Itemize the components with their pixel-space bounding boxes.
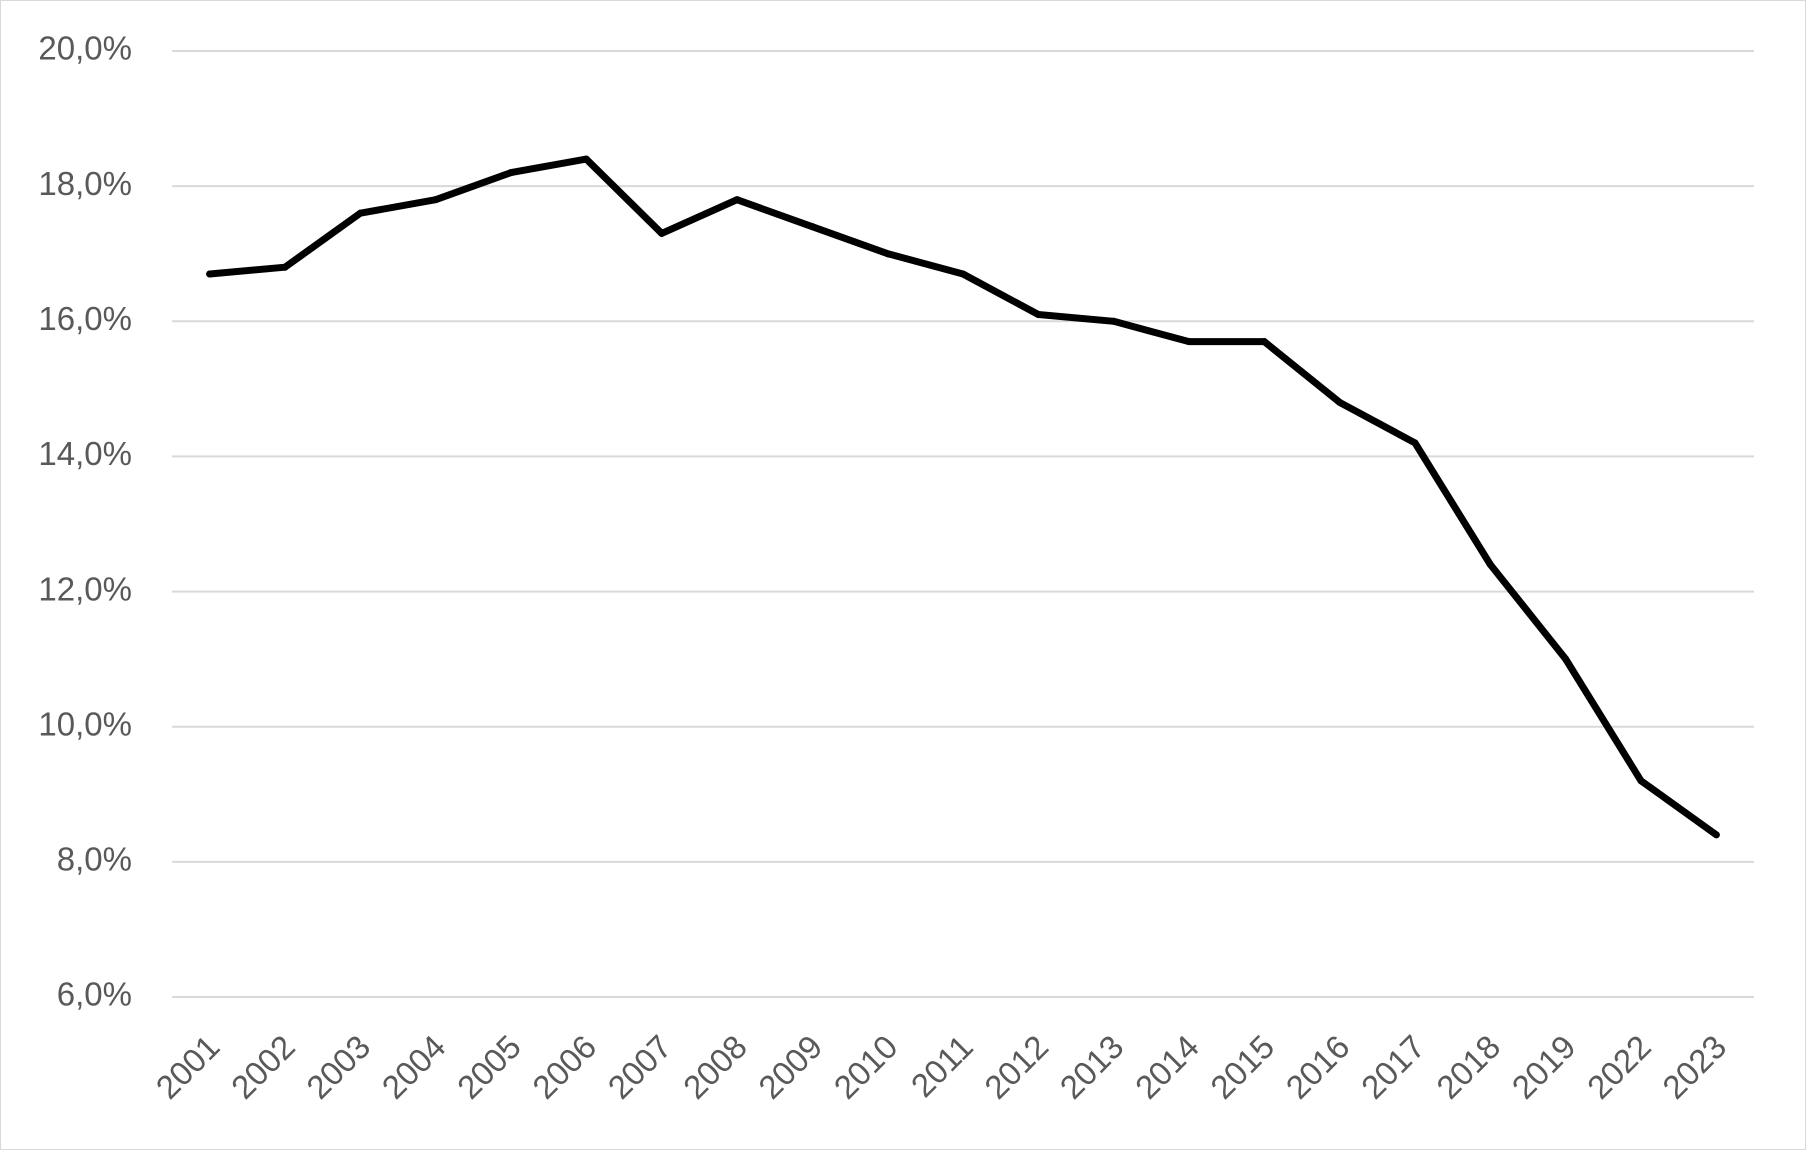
data-point: [959, 270, 967, 278]
x-tick-label: 2009: [751, 1028, 829, 1106]
y-tick-label: 10,0%: [38, 705, 132, 742]
data-point: [432, 196, 440, 204]
series-line: [206, 155, 1720, 839]
data-point: [1260, 338, 1268, 346]
x-tick-label: 2014: [1128, 1028, 1206, 1106]
data-point: [808, 223, 816, 231]
x-tick-label: 2013: [1053, 1028, 1131, 1106]
x-tick-label: 2008: [676, 1028, 754, 1106]
data-point: [1185, 338, 1193, 346]
y-tick-label: 20,0%: [38, 30, 132, 67]
x-tick-label: 2016: [1279, 1028, 1357, 1106]
y-tick-label: 16,0%: [38, 300, 132, 337]
data-point: [1486, 561, 1494, 569]
data-point: [206, 270, 214, 278]
x-tick-label: 2006: [525, 1028, 603, 1106]
x-tick-label: 2023: [1655, 1028, 1733, 1106]
data-point: [582, 155, 590, 163]
x-tick-label: 2001: [149, 1028, 227, 1106]
x-tick-label: 2019: [1505, 1028, 1583, 1106]
data-point: [1637, 777, 1645, 785]
x-tick-label: 2018: [1429, 1028, 1507, 1106]
data-point: [281, 263, 289, 271]
data-point: [1336, 398, 1344, 406]
x-tick-label: 2003: [299, 1028, 377, 1106]
x-tick-label: 2012: [977, 1028, 1055, 1106]
x-tick-label: 2010: [827, 1028, 905, 1106]
x-tick-label: 2004: [375, 1028, 453, 1106]
data-point: [884, 250, 892, 258]
data-point: [1034, 311, 1042, 319]
y-tick-label: 6,0%: [57, 976, 132, 1013]
x-tick-label: 2002: [224, 1028, 302, 1106]
x-tick-label: 2011: [904, 1028, 980, 1104]
x-tick-label: 2017: [1354, 1028, 1432, 1106]
data-point: [507, 169, 515, 177]
x-axis: 2001200220032004200520062007200820092010…: [149, 1028, 1734, 1106]
data-point: [356, 209, 364, 217]
x-tick-label: 2015: [1203, 1028, 1281, 1106]
gridlines: [172, 50, 1754, 998]
y-axis: 6,0% 8,0% 10,0% 12,0% 14,0% 16,0% 18,0% 20,0%: [38, 30, 132, 1013]
series: [206, 155, 1720, 839]
data-point: [1411, 439, 1419, 447]
data-point: [1712, 831, 1720, 839]
x-tick-label: 2005: [450, 1028, 528, 1106]
data-point: [1562, 655, 1570, 663]
x-tick-label: 2022: [1580, 1028, 1658, 1106]
data-point: [658, 229, 666, 237]
y-tick-label: 12,0%: [38, 570, 132, 607]
y-tick-label: 8,0%: [57, 841, 132, 878]
data-point: [1110, 317, 1118, 325]
data-point: [733, 196, 741, 204]
y-tick-label: 14,0%: [38, 435, 132, 472]
y-tick-label: 18,0%: [38, 165, 132, 202]
x-tick-label: 2007: [601, 1028, 679, 1106]
